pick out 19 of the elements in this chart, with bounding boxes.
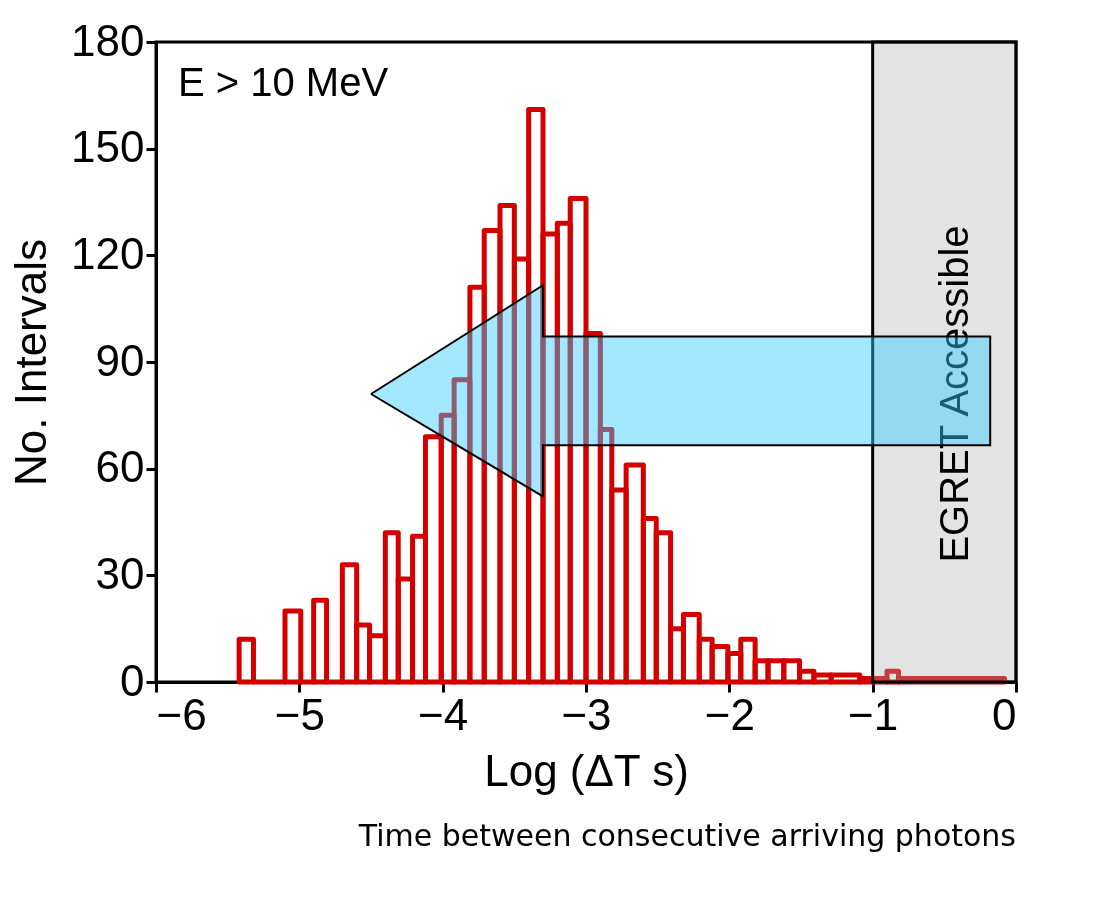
y-tick-label: 150 — [71, 122, 145, 172]
y-tick-label: 0 — [120, 655, 145, 705]
y-tick-label: 30 — [95, 548, 145, 598]
x-tick-label: 0 — [992, 689, 1017, 739]
y-tick-label: 180 — [71, 15, 145, 65]
x-tick-label: −1 — [848, 689, 899, 739]
text: Time between consecutive arriving photons — [357, 818, 1016, 853]
band-label: EGRET Accessible — [931, 225, 976, 563]
y-axis-title: No. Intervals — [6, 239, 56, 486]
y-tick-label: 120 — [71, 228, 145, 278]
x-tick-label: −5 — [274, 689, 325, 739]
x-tick-label: −3 — [561, 689, 612, 739]
annotation: E > 10 MeV — [178, 60, 389, 104]
x-axis-title: Log (ΔT s) — [484, 745, 689, 795]
y-tick-label: 60 — [95, 442, 145, 492]
x-tick-label: −2 — [704, 689, 755, 739]
x-tick-label: −4 — [418, 689, 469, 739]
x-tick-label: −6 — [156, 689, 207, 739]
y-tick-label: 90 — [95, 335, 145, 385]
